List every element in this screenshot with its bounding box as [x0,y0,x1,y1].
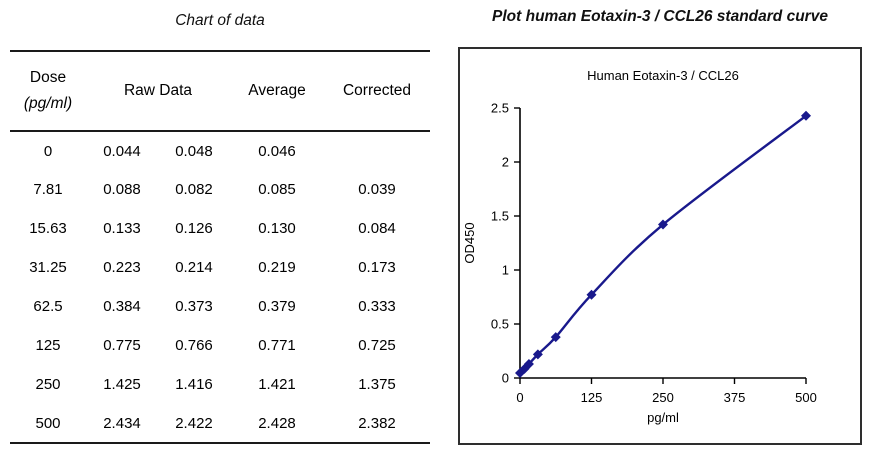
standard-curve-chart: Human Eotaxin-3 / CCL26 0 0.5 1 1.5 2 2.5 0 125 2… [462,68,817,425]
average-cell: 0.379 [258,298,296,315]
corrected-cell [324,131,430,170]
data-point-marker [523,358,534,369]
table-row: 7.81 0.088 0.082 0.085 0.039 [10,170,430,209]
raw1-cell: 0.775 [103,337,141,354]
raw1-cell: 2.434 [103,414,141,432]
corrected-cell: 0.173 [358,259,396,276]
raw2-cell: 0.048 [175,142,213,160]
y-axis-label: OD450 [462,222,477,263]
col-header-raw-data: Raw Data [86,51,230,132]
raw2-cell: 0.126 [175,220,213,237]
x-tick-label: 375 [724,390,746,405]
chart-title: Human Eotaxin-3 / CCL26 [587,68,739,83]
data-point-marker [801,110,811,121]
corrected-cell: 0.333 [358,298,396,315]
y-tick-label: 0 [502,371,509,386]
data-point-marker [586,289,597,300]
dose-cell: 62.5 [33,298,63,315]
average-cell: 0.771 [258,337,296,354]
raw2-cell: 0.214 [175,259,213,276]
corrected-cell: 2.382 [358,414,396,432]
average-cell: 0.046 [258,142,296,160]
raw1-cell: 0.133 [103,220,141,237]
data-point-marker [658,219,668,230]
raw2-cell: 0.373 [175,298,213,315]
col-header-dose-label: Dose [29,69,67,86]
table-row: 15.63 0.133 0.126 0.130 0.084 [10,209,430,248]
x-tick-label: 500 [795,390,817,405]
standards-data-table: Dose (pg/ml) Raw Data Average Corrected … [10,50,430,444]
table-title: Chart of data [175,12,265,29]
raw2-cell: 0.766 [175,337,213,354]
raw2-cell: 2.422 [175,414,213,432]
table-row: 125 0.775 0.766 0.771 0.725 [10,326,430,365]
y-tick-label: 2 [502,155,509,170]
x-tick-label: 0 [516,390,523,405]
raw1-cell: 0.384 [103,298,141,315]
average-cell: 1.421 [258,376,296,393]
data-point-marker [550,332,561,343]
corrected-cell: 0.084 [358,220,396,237]
dose-cell: 0 [43,142,53,160]
dose-cell: 500 [35,414,61,432]
standard-curve-line [519,114,807,374]
average-cell: 0.219 [258,259,296,276]
data-point-marker [532,349,543,360]
plot-title: Plot human Eotaxin-3 / CCL26 standard cu… [492,8,828,25]
dose-cell: 15.63 [29,220,67,237]
y-tick-label: 1.5 [491,209,509,224]
table-row: 31.25 0.223 0.214 0.219 0.173 [10,248,430,287]
average-cell: 0.130 [258,220,296,237]
table-row: 250 1.425 1.416 1.421 1.375 [10,365,430,404]
col-header-corrected: Corrected [324,51,430,132]
raw2-cell: 0.082 [175,181,213,198]
corrected-cell: 0.039 [358,181,396,198]
average-cell: 2.428 [258,414,296,432]
x-tick-label: 250 [652,390,674,405]
col-header-average: Average [230,51,324,132]
raw1-cell: 0.223 [103,259,141,276]
y-tick-label: 2.5 [491,101,509,116]
corrected-cell: 0.725 [358,337,396,354]
raw1-cell: 0.044 [103,142,141,160]
average-cell: 0.085 [258,181,296,198]
dose-cell: 125 [35,337,61,354]
table-row: 62.5 0.384 0.373 0.379 0.333 [10,287,430,326]
raw1-cell: 1.425 [103,376,141,393]
table-row: 0 0.044 0.048 0.046 [10,131,430,170]
raw2-cell: 1.416 [175,376,213,393]
y-tick-label: 0.5 [491,317,509,332]
table-row: 500 2.434 2.422 2.428 2.382 [10,404,430,443]
corrected-cell: 1.375 [358,376,396,393]
dose-cell: 250 [35,376,61,393]
x-tick-label: 125 [581,390,603,405]
col-header-dose-unit: (pg/ml) [23,95,73,112]
col-header-dose: Dose (pg/ml) [10,51,86,132]
dose-cell: 31.25 [29,259,67,276]
table-header: Dose (pg/ml) Raw Data Average Corrected [10,51,430,132]
x-axis-label: pg/ml [647,410,679,425]
dose-cell: 7.81 [33,181,63,198]
y-tick-label: 1 [502,263,509,278]
chart-box: Human Eotaxin-3 / CCL26 0 0.5 1 1.5 2 2.5 0 125 2… [458,47,862,445]
raw1-cell: 0.088 [103,181,141,198]
